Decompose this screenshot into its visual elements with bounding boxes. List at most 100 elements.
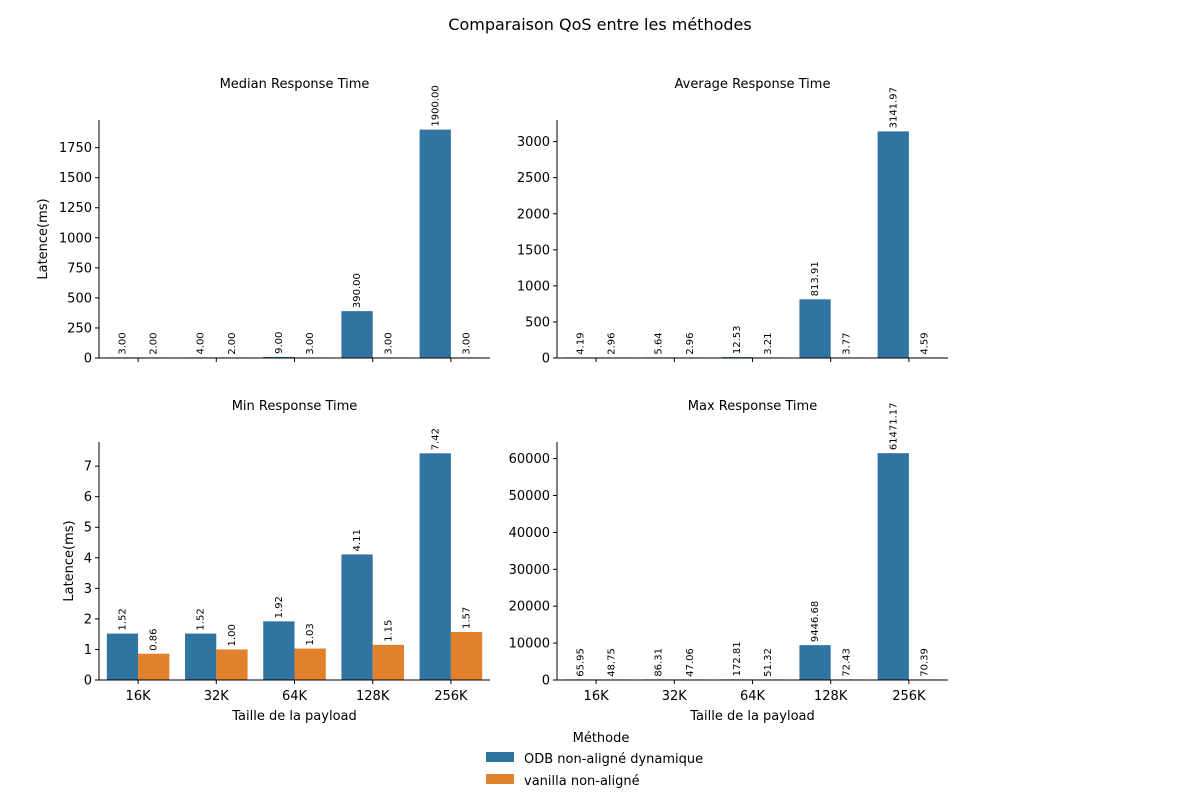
median-y-tick-label: 1750 — [59, 141, 92, 156]
max-y-tick-label: 50000 — [509, 489, 550, 504]
average-bar-odb — [799, 299, 831, 358]
median-value-label: 3.00 — [383, 332, 394, 354]
median-y-tick-label: 1250 — [59, 201, 92, 216]
median-value-label: 2.00 — [227, 332, 238, 354]
figure-title: Comparaison QoS entre les méthodes — [448, 15, 751, 34]
min-bar-odb — [341, 554, 373, 680]
max-value-label: 47.06 — [685, 648, 696, 677]
min-y-tick-label: 2 — [84, 612, 92, 627]
average-value-label: 813.91 — [810, 261, 821, 296]
average-y-tick-label: 2000 — [517, 207, 550, 222]
min-bar-odb — [185, 633, 217, 680]
min-x-tick-label: 256K — [434, 689, 468, 704]
median-value-label: 9.00 — [274, 332, 285, 354]
median-value-label: 3.00 — [305, 332, 316, 354]
max-bar-odb — [799, 645, 831, 680]
min-bar-vanilla — [216, 649, 248, 680]
min-x-tick-label: 128K — [356, 689, 390, 704]
max-value-label: 65.95 — [575, 648, 586, 677]
min-bar-odb — [106, 633, 139, 680]
legend-label-odb: ODB non-aligné dynamique — [524, 752, 703, 767]
median-value-label: 4.00 — [196, 332, 207, 354]
max-x-tick-label: 32K — [662, 689, 688, 704]
average-panel-title: Average Response Time — [675, 77, 831, 92]
legend-label-vanilla: vanilla non-aligné — [524, 774, 640, 789]
median-bar-odb — [341, 311, 373, 358]
min-value-label: 4.11 — [352, 529, 363, 551]
max-value-label: 51.32 — [763, 648, 774, 677]
min-y-tick-label: 1 — [84, 643, 92, 658]
min-bar-vanilla — [138, 653, 170, 680]
min-y-axis-label: Latence(ms) — [62, 520, 77, 601]
max-panel-title: Max Response Time — [688, 399, 817, 414]
max-panel: Max Response Time 65.95 86.31 172.81 9446.68… — [509, 399, 948, 724]
min-bar-odb — [419, 453, 451, 680]
max-x-tick-label: 16K — [584, 689, 610, 704]
min-value-label: 1.52 — [196, 608, 207, 630]
min-x-axis-label: Taille de la payload — [231, 709, 357, 724]
max-value-label: 86.31 — [654, 648, 665, 677]
min-panel: Min Response Time 1.52 1.52 1.92 4.11 7.42 0.8… — [62, 399, 490, 724]
min-value-label: 1.03 — [305, 623, 316, 645]
max-value-label: 61471.17 — [888, 402, 899, 450]
average-y-tick-label: 3000 — [517, 135, 550, 150]
max-y-tick-label: 20000 — [509, 600, 550, 615]
average-value-label: 2.96 — [685, 333, 696, 355]
median-value-label: 390.00 — [352, 273, 363, 308]
median-y-tick-label: 250 — [67, 321, 92, 336]
min-panel-title: Min Response Time — [232, 399, 358, 414]
min-y-tick-label: 6 — [84, 490, 92, 505]
min-y-tick-label: 7 — [84, 460, 92, 475]
min-y-tick-label: 3 — [84, 582, 92, 597]
median-panel-title: Median Response Time — [220, 77, 370, 92]
min-value-label: 7.42 — [430, 428, 441, 450]
median-panel: Median Response Time 3.00 4.00 9.00 390.00 19… — [36, 77, 490, 367]
average-value-label: 3141.97 — [888, 87, 899, 128]
median-y-axis-label: Latence(ms) — [36, 198, 51, 279]
median-y-tick-label: 500 — [67, 291, 92, 306]
min-y-tick-label: 0 — [84, 674, 92, 689]
min-x-tick-label: 32K — [204, 689, 230, 704]
min-x-tick-label: 16K — [126, 689, 152, 704]
average-value-label: 3.77 — [841, 332, 852, 354]
median-value-label: 1900.00 — [430, 85, 441, 126]
min-value-label: 1.00 — [227, 624, 238, 646]
min-x-tick-label: 64K — [282, 689, 308, 704]
min-y-tick-label: 4 — [84, 551, 92, 566]
median-y-tick-label: 750 — [67, 261, 92, 276]
max-y-tick-label: 30000 — [509, 563, 550, 578]
legend-swatch-vanilla — [486, 774, 514, 784]
median-y-tick-label: 1000 — [59, 231, 92, 246]
median-bar-odb — [263, 356, 295, 358]
max-y-tick-label: 10000 — [509, 637, 550, 652]
average-value-label: 3.21 — [763, 333, 774, 355]
average-y-tick-label: 1000 — [517, 279, 550, 294]
average-y-tick-label: 0 — [542, 352, 550, 367]
min-bar-odb — [263, 621, 295, 680]
min-bar-vanilla — [450, 632, 483, 680]
average-value-label: 5.64 — [654, 332, 665, 354]
max-y-tick-label: 60000 — [509, 452, 550, 467]
max-value-label: 72.43 — [841, 648, 852, 677]
legend-swatch-odb — [486, 752, 514, 762]
average-y-tick-label: 500 — [525, 315, 550, 330]
median-value-label: 3.00 — [462, 332, 473, 354]
max-y-tick-label: 40000 — [509, 526, 550, 541]
average-value-label: 2.96 — [607, 333, 618, 355]
min-value-label: 1.52 — [117, 608, 128, 630]
max-x-axis-label: Taille de la payload — [689, 709, 815, 724]
min-value-label: 1.15 — [383, 620, 394, 642]
legend: Méthode ODB non-aligné dynamique vanilla… — [486, 731, 703, 789]
min-value-label: 1.57 — [462, 607, 473, 629]
max-value-label: 9446.68 — [810, 601, 821, 642]
min-value-label: 1.92 — [274, 596, 285, 618]
average-y-tick-label: 2500 — [517, 171, 550, 186]
max-bar-odb — [877, 453, 909, 680]
min-bar-vanilla — [372, 644, 404, 680]
min-value-label: 0.86 — [149, 628, 160, 650]
max-x-tick-label: 128K — [814, 689, 848, 704]
max-value-label: 172.81 — [732, 641, 743, 676]
max-x-tick-label: 64K — [740, 689, 766, 704]
max-value-label: 70.39 — [920, 648, 931, 677]
